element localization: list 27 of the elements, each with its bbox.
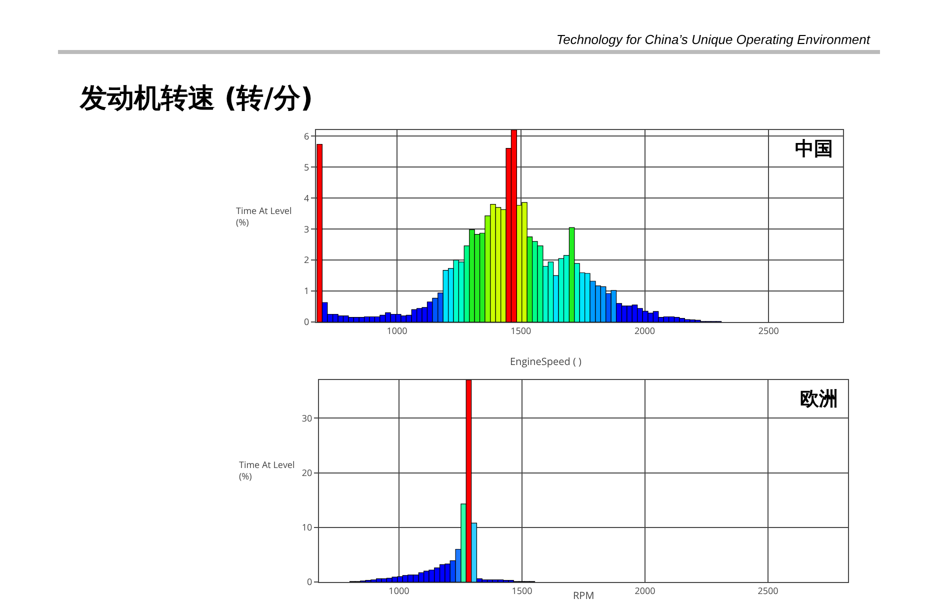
y-tick-label: 6: [304, 129, 310, 142]
annotation: 欧洲: [800, 388, 838, 410]
x-tick-label: 1500: [512, 584, 532, 597]
annotation: 中国: [795, 138, 833, 160]
y-tick-label: 1: [304, 284, 310, 298]
y-tick-label: 5: [304, 160, 310, 174]
chart-title: 发动机转速 (转/分): [80, 82, 313, 116]
x-tick-label: 1000: [388, 584, 410, 597]
x-axis-title: EngineSpeed ( ): [510, 354, 582, 368]
y-axis-title: Time At Level (%): [239, 458, 295, 483]
x-tick-label: 2500: [758, 584, 778, 597]
x-axis-title: RPM: [573, 588, 594, 600]
y-tick-label: 0: [304, 315, 310, 328]
y-axis-title: Time At Level (%): [236, 204, 292, 229]
y-tick-label: 2: [304, 253, 310, 266]
y-tick-label: 0: [307, 575, 312, 588]
x-tick-label: 1000: [386, 324, 408, 337]
x-tick-label: 2000: [634, 584, 656, 597]
y-tick-label: 20: [302, 466, 312, 479]
y-tick-label: 10: [302, 520, 312, 534]
x-tick-label: 2000: [634, 324, 656, 337]
y-tick-label: 3: [304, 222, 310, 236]
text: Technology for China’s Unique Operating Environment: [556, 32, 870, 47]
y-tick-label: 4: [304, 191, 310, 204]
x-tick-label: 1500: [510, 324, 532, 337]
y-tick-label: 30: [302, 411, 312, 424]
x-tick-label: 2500: [758, 324, 779, 337]
